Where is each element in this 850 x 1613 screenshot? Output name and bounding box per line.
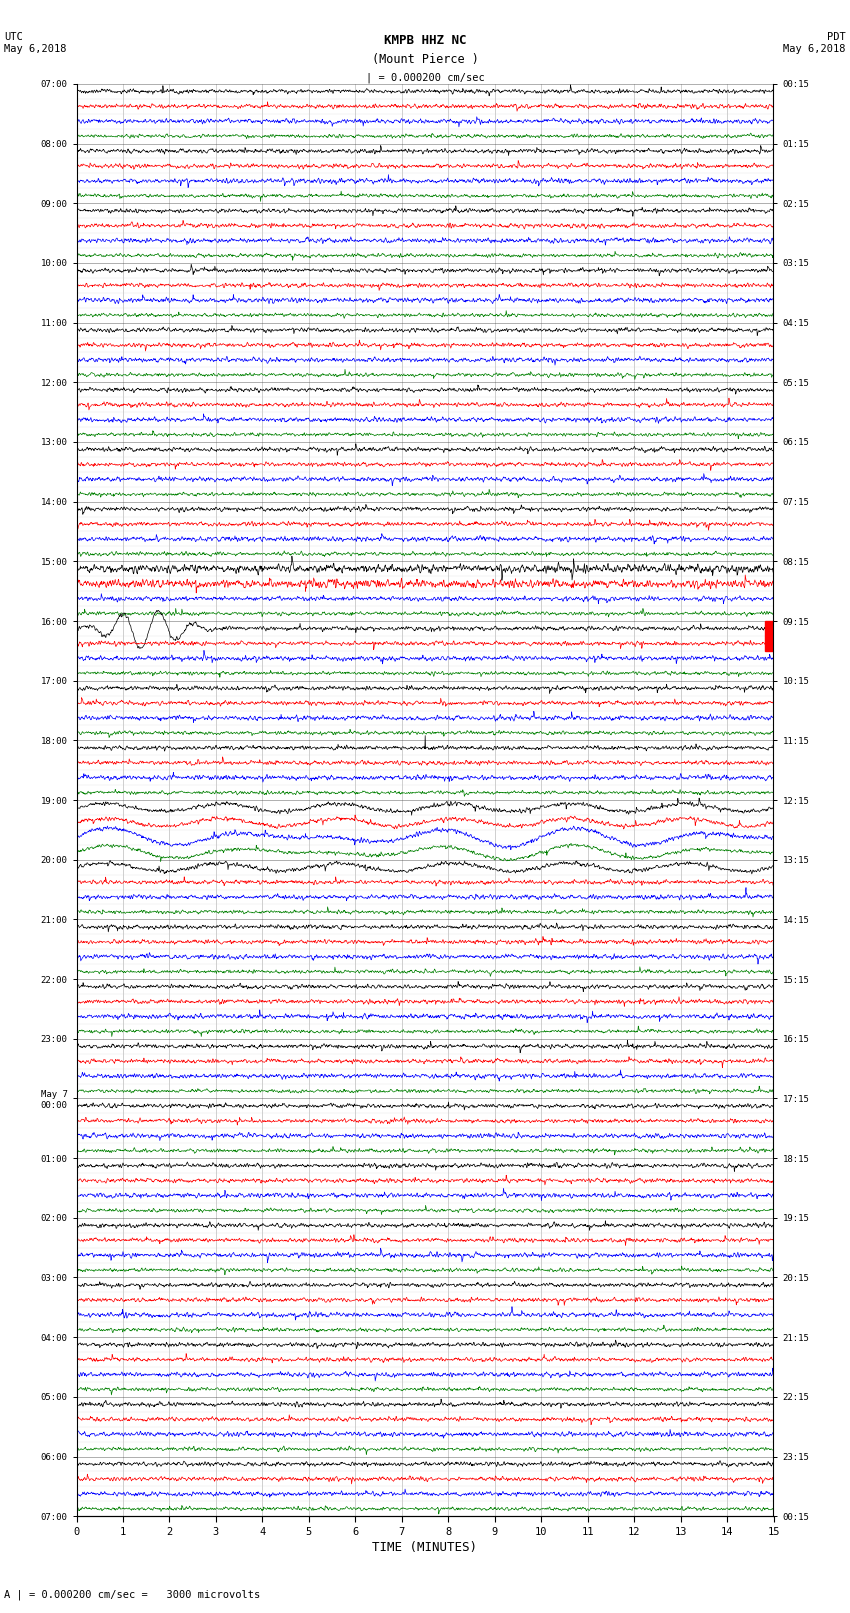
Text: (Mount Pierce ): (Mount Pierce ) xyxy=(371,53,479,66)
Text: A | = 0.000200 cm/sec =   3000 microvolts: A | = 0.000200 cm/sec = 3000 microvolts xyxy=(4,1589,260,1600)
Text: UTC
May 6,2018: UTC May 6,2018 xyxy=(4,32,67,53)
Text: | = 0.000200 cm/sec: | = 0.000200 cm/sec xyxy=(366,73,484,84)
Text: PDT
May 6,2018: PDT May 6,2018 xyxy=(783,32,846,53)
X-axis label: TIME (MINUTES): TIME (MINUTES) xyxy=(372,1540,478,1553)
Text: KMPB HHZ NC: KMPB HHZ NC xyxy=(383,34,467,47)
Bar xyxy=(765,621,774,652)
